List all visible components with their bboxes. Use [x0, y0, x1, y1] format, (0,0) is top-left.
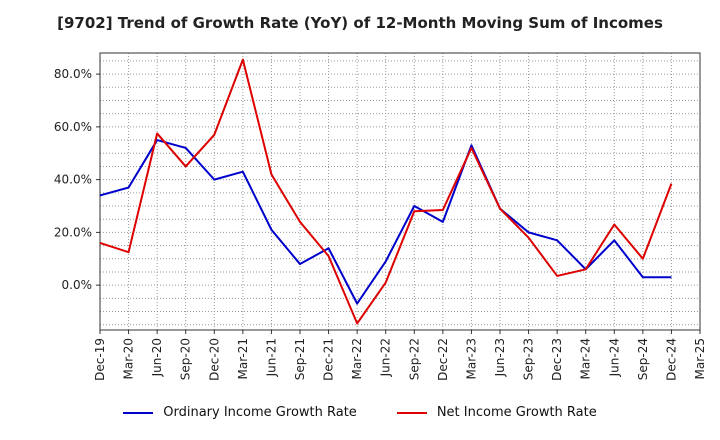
y-tick-label: 60.0%: [54, 120, 92, 134]
x-tick-label: Dec-24: [664, 338, 678, 381]
series-line-net-income: [99, 58, 673, 325]
x-tick-label: Jun-23: [493, 338, 507, 377]
x-tick-label: Sep-23: [522, 338, 536, 380]
plot-frame: [99, 52, 701, 331]
x-tick-label: Mar-22: [350, 338, 364, 379]
x-tick-label: Mar-25: [693, 338, 707, 379]
x-tick-label: Jun-20: [150, 338, 164, 377]
x-tick-label: Dec-21: [322, 338, 336, 381]
legend-item-ordinary: Ordinary Income Growth Rate: [123, 405, 357, 420]
x-tick-label: Mar-24: [579, 338, 593, 379]
x-tick-label: Jun-21: [264, 338, 278, 377]
x-tick-label: Dec-23: [550, 338, 564, 381]
y-tick-label: 80.0%: [54, 67, 92, 81]
x-tick-label: Sep-24: [636, 338, 650, 380]
x-tick-label: Dec-22: [436, 338, 450, 381]
x-tick-label: Mar-20: [122, 338, 136, 379]
legend-swatch-net: [396, 411, 427, 414]
legend-label-ordinary: Ordinary Income Growth Rate: [163, 405, 357, 420]
y-tick-label: 0.0%: [62, 278, 93, 292]
x-tick-label: Dec-19: [93, 338, 107, 381]
x-tick-label: Sep-20: [179, 338, 193, 380]
legend: Ordinary Income Growth Rate Net Income G…: [0, 405, 720, 420]
x-tick-label: Mar-21: [236, 338, 250, 379]
x-tick-label: Jun-24: [607, 338, 621, 377]
x-tick-label: Mar-23: [464, 338, 478, 379]
x-tick-label: Sep-21: [293, 338, 307, 380]
chart-title: [9702] Trend of Growth Rate (YoY) of 12-…: [57, 14, 663, 32]
legend-item-net: Net Income Growth Rate: [396, 405, 597, 420]
x-tick-label: Dec-20: [207, 338, 221, 381]
series-line-ordinary-income: [99, 139, 672, 305]
legend-label-net: Net Income Growth Rate: [436, 405, 597, 420]
legend-swatch-ordinary: [123, 411, 154, 414]
y-tick-label: 40.0%: [54, 173, 92, 187]
x-tick-label: Sep-22: [407, 338, 421, 380]
y-tick-label: 20.0%: [54, 225, 92, 239]
x-tick-label: Jun-22: [379, 338, 393, 377]
